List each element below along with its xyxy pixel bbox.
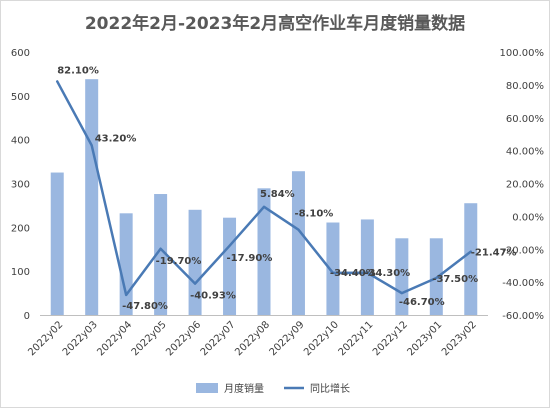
bar (360, 219, 374, 315)
y-right-tick-label: 40.00% (506, 147, 544, 158)
y-right-tick-label: 80.00% (506, 81, 544, 92)
bar (464, 203, 478, 315)
bar (188, 209, 202, 315)
x-tick-label: 2022y12 (371, 319, 410, 358)
y-left-tick-label: 400 (11, 136, 30, 147)
y-right-tick-label: -40.00% (502, 278, 544, 289)
bar (154, 194, 168, 315)
bar (85, 79, 99, 315)
y-left-tick-label: 0 (24, 311, 30, 322)
line-data-label: -47.80% (122, 301, 168, 312)
x-tick-label: 2022y04 (95, 319, 134, 358)
x-tick-label: 2022y11 (337, 319, 376, 358)
line-series (55, 80, 473, 297)
line-data-label: -46.70% (399, 297, 445, 308)
y-left-tick-label: 300 (11, 180, 30, 191)
x-tick-label: 2022y10 (302, 319, 341, 358)
x-tick-label: 2022y09 (268, 319, 307, 358)
line-data-label: 82.10% (57, 65, 99, 76)
bar (326, 222, 340, 315)
y-left-tick-label: 100 (11, 267, 30, 278)
x-tick-label: 2022y07 (199, 319, 238, 358)
line-data-label: -17.90% (227, 253, 273, 264)
line-data-label: -34.30% (364, 268, 410, 279)
line-data-label: 5.84% (260, 189, 295, 200)
x-tick-label: 2022y02 (26, 319, 65, 358)
bar (395, 238, 409, 315)
y-right-tick-label: -20.00% (502, 245, 544, 256)
y-left-tick-label: 600 (11, 48, 30, 59)
bar (257, 188, 271, 315)
x-tick-label: 2023y02 (440, 319, 479, 358)
y-right-tick-label: 100.00% (500, 48, 545, 59)
line-data-label: 43.20% (95, 133, 137, 144)
bar (50, 172, 64, 315)
legend-label-line: 同比增长 (310, 382, 350, 395)
line-data-label: -19.70% (156, 256, 202, 267)
y-left-tick-label: 500 (11, 92, 30, 103)
y-right-tick-label: 20.00% (506, 180, 544, 191)
x-tick-label: 2022y05 (130, 319, 169, 358)
y-right-tick-label: -60.00% (502, 311, 544, 322)
line-data-label: -8.10% (294, 209, 333, 220)
line-path (55, 80, 473, 297)
chart-title: 2022年2月-2023年2月高空作业车月度销量数据 (85, 13, 465, 34)
x-tick-label: 2022y08 (233, 319, 272, 358)
chart-legend: 月度销量 同比增长 (196, 382, 350, 395)
x-tick-label: 2022y03 (61, 319, 100, 358)
line-data-label: -40.93% (190, 291, 236, 302)
line-data-label: -21.47% (471, 248, 517, 259)
bar (291, 171, 305, 315)
x-tick-label: 2022y06 (164, 319, 203, 358)
data-labels: 82.10% 43.20% -47.80% -19.70% -40.93% -17.90%… (57, 65, 516, 312)
line-data-label: -34.40% (330, 268, 376, 279)
y-right-tick-label: 0.00% (512, 212, 544, 223)
x-tick-label: 2023y01 (405, 319, 444, 358)
line-data-label: -37.50% (432, 274, 478, 285)
bar (119, 213, 133, 315)
y-right-tick-label: 60.00% (506, 114, 544, 125)
y-left-tick-label: 200 (11, 223, 30, 234)
legend-swatch-bar (196, 383, 218, 393)
legend-label-bar: 月度销量 (224, 382, 264, 395)
